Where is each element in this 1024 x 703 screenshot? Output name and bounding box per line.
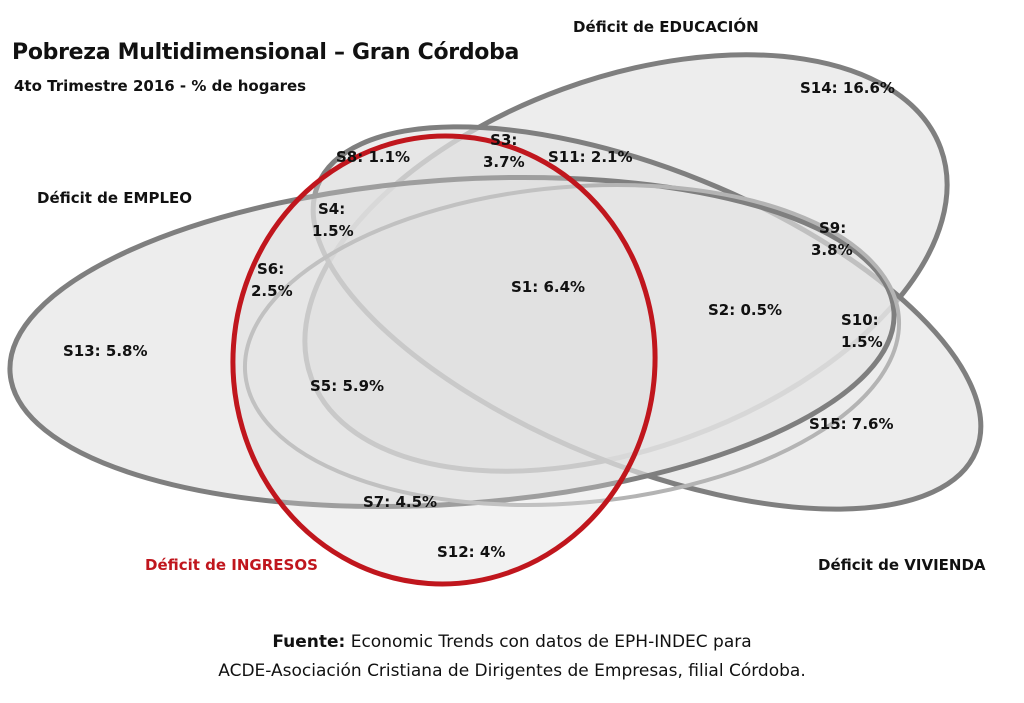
source-label: Fuente: — [272, 632, 346, 652]
source-line-1: Fuente: Economic Trends con datos de EPH… — [0, 628, 1024, 657]
region-s10-value: 1.5% — [841, 333, 883, 351]
region-s6-value: 2.5% — [251, 282, 293, 300]
region-s5: S5: 5.9% — [310, 377, 385, 395]
region-s10-name: S10: — [841, 311, 879, 329]
chart-title: Pobreza Multidimensional – Gran Córdoba — [12, 40, 520, 65]
region-s15: S15: 7.6% — [809, 415, 894, 433]
region-s3: S3: 3.7% — [483, 129, 525, 173]
region-s6-name: S6: — [257, 260, 285, 278]
region-s6: S6: 2.5% — [251, 258, 293, 302]
set-overlap-light-ellipse — [242, 183, 902, 507]
region-s10: S10: 1.5% — [841, 309, 883, 353]
region-s4-value: 1.5% — [312, 222, 354, 240]
region-s9: S9: 3.8% — [811, 217, 853, 261]
set-label-ingresos: Déficit de INGRESOS — [145, 556, 318, 574]
set-label-educacion: Déficit de EDUCACIÓN — [573, 18, 759, 36]
set-label-empleo: Déficit de EMPLEO — [37, 189, 193, 207]
source-note: Fuente: Economic Trends con datos de EPH… — [0, 628, 1024, 686]
source-line-2: ACDE-Asociación Cristiana de Dirigentes … — [218, 661, 806, 681]
region-s1: S1: 6.4% — [511, 278, 586, 296]
region-s14: S14: 16.6% — [800, 79, 895, 97]
region-s2: S2: 0.5% — [708, 301, 783, 319]
region-s4: S4: 1.5% — [312, 198, 354, 242]
region-s7: S7: 4.5% — [363, 493, 438, 511]
region-s4-name: S4: — [318, 200, 346, 218]
region-s3-value: 3.7% — [483, 153, 525, 171]
set-ingresos-ellipse — [230, 133, 658, 587]
region-s11: S11: 2.1% — [548, 148, 633, 166]
region-s8: S8: 1.1% — [336, 148, 411, 166]
region-s12: S12: 4% — [437, 543, 506, 561]
source-text-1: Economic Trends con datos de EPH-INDEC p… — [350, 632, 752, 652]
region-s3-name: S3: — [490, 131, 518, 149]
region-s9-value: 3.8% — [811, 241, 853, 259]
region-s13: S13: 5.8% — [63, 342, 148, 360]
set-label-vivienda: Déficit de VIVIENDA — [818, 556, 986, 574]
chart-subtitle: 4to Trimestre 2016 - % de hogares — [14, 77, 307, 95]
region-s9-name: S9: — [819, 219, 847, 237]
